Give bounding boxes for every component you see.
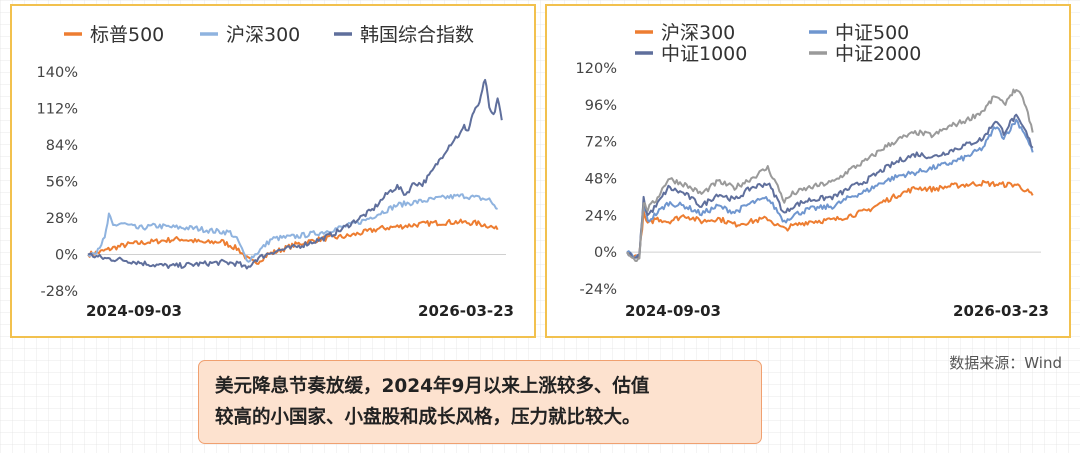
legend-label: 中证2000 <box>835 43 921 65</box>
legend-label: 标普500 <box>90 24 164 46</box>
series-line-4 <box>626 88 1034 262</box>
y-tick-label: 24% <box>585 208 617 224</box>
chart-panel-right: 120% 96% 72% 48% 24% 0% -24% 2024-09-03 2026-03-… <box>545 4 1071 338</box>
y-tick-label: 84% <box>46 138 78 154</box>
series-line-2 <box>626 118 1034 259</box>
chart-panel-left: 140% 112% 84% 56% 28% 0% -28% 2024-09-03 2026-03… <box>10 4 536 338</box>
x-tick-label: 2024-09-03 <box>86 302 182 320</box>
chart-right: 120% 96% 72% 48% 24% 0% -24% 2024-09-03 2026-03-… <box>576 22 1049 320</box>
caption-line-1: 美元降息节奏放缓，2024年9月以来上涨较多、估值 <box>215 376 650 397</box>
x-tick-label: 2026-03-23 <box>418 302 514 320</box>
legend-label: 韩国综合指数 <box>360 24 474 46</box>
y-tick-label: 120% <box>576 61 617 77</box>
series-line-1 <box>626 179 1034 259</box>
y-tick-label: 0% <box>55 248 78 264</box>
y-tick-label: 48% <box>585 172 617 188</box>
y-tick-label: 112% <box>37 102 78 118</box>
legend-label: 中证500 <box>835 22 909 44</box>
y-tick-label: -28% <box>41 284 78 300</box>
caption-box: 美元降息节奏放缓，2024年9月以来上涨较多、估值 较高的小国家、小盘股和成长风… <box>198 360 762 444</box>
y-tick-label: 56% <box>46 175 78 191</box>
y-tick-label: -24% <box>580 282 617 298</box>
series-line-3 <box>87 78 503 270</box>
series-line-3 <box>626 113 1034 260</box>
chart-left: 140% 112% 84% 56% 28% 0% -28% 2024-09-03 2026-03… <box>37 24 514 320</box>
y-tick-label: 96% <box>585 98 617 114</box>
legend-label: 中证1000 <box>661 43 747 65</box>
data-source-note: 数据来源：Wind <box>949 354 1062 372</box>
caption-line-2: 较高的小国家、小盘股和成长风格，压力就比较大。 <box>215 407 641 428</box>
x-tick-label: 2024-09-03 <box>625 302 721 320</box>
legend-label: 沪深300 <box>661 22 735 44</box>
y-tick-label: 0% <box>594 245 617 261</box>
y-tick-label: 28% <box>46 211 78 227</box>
y-tick-label: 140% <box>37 65 78 81</box>
y-tick-label: 72% <box>585 135 617 151</box>
series-line-2 <box>87 193 498 263</box>
series-line-1 <box>87 218 499 265</box>
x-tick-label: 2026-03-23 <box>953 302 1049 320</box>
legend-label: 沪深300 <box>226 24 300 46</box>
